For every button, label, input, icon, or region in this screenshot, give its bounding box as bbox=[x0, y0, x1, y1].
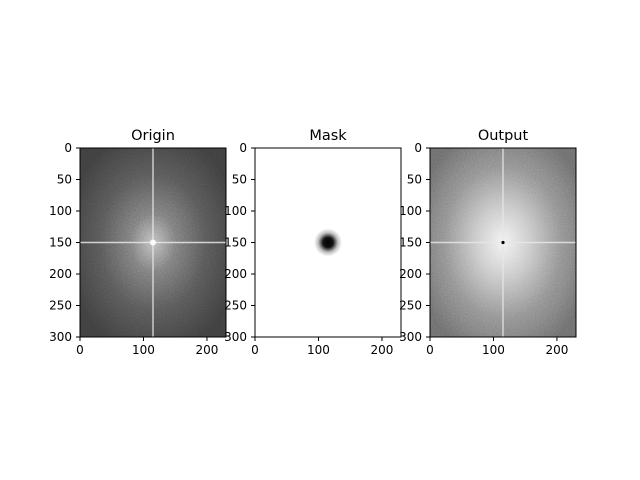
x-tick-label: 0 bbox=[251, 343, 259, 357]
y-tick-label: 200 bbox=[399, 267, 422, 281]
y-tick-label: 0 bbox=[414, 141, 422, 155]
x-tick-label: 100 bbox=[132, 343, 155, 357]
x-tick-label: 200 bbox=[371, 343, 394, 357]
y-tick-label: 300 bbox=[49, 330, 72, 344]
y-tick-label: 200 bbox=[49, 267, 72, 281]
x-tick-label: 200 bbox=[196, 343, 219, 357]
image-fft-spectrum bbox=[430, 148, 576, 337]
panel-output: Output 0 50 100 150 200 250 300 0 100 200 bbox=[399, 128, 577, 357]
y-tick-label: 150 bbox=[399, 236, 422, 250]
y-tick-label: 100 bbox=[49, 204, 72, 218]
y-tick-label: 150 bbox=[49, 236, 72, 250]
y-tick-label: 200 bbox=[224, 267, 247, 281]
y-tick-label: 50 bbox=[57, 173, 72, 187]
y-tick-label: 100 bbox=[399, 204, 422, 218]
panel-title: Mask bbox=[309, 128, 347, 144]
x-tick-label: 0 bbox=[426, 343, 434, 357]
y-tick-label: 50 bbox=[407, 173, 422, 187]
y-tick-label: 250 bbox=[49, 299, 72, 313]
y-tick-label: 150 bbox=[224, 236, 247, 250]
x-tick-label: 200 bbox=[546, 343, 569, 357]
y-tick-label: 300 bbox=[399, 330, 422, 344]
y-tick-label: 0 bbox=[239, 141, 247, 155]
panel-mask: Mask 0 50 100 150 200 250 300 0 100 200 bbox=[224, 128, 402, 357]
panel-title: Origin bbox=[131, 128, 175, 144]
panel-origin: Origin 0 50 100 150 200 250 300 0 100 200 bbox=[49, 128, 227, 357]
y-tick-label: 0 bbox=[64, 141, 72, 155]
y-tick-label: 100 bbox=[224, 204, 247, 218]
panel-title: Output bbox=[478, 128, 529, 144]
y-tick-label: 300 bbox=[224, 330, 247, 344]
y-tick-label: 250 bbox=[399, 299, 422, 313]
x-tick-label: 100 bbox=[307, 343, 330, 357]
image-fft-spectrum bbox=[80, 148, 226, 337]
image-gaussian-notch-mask bbox=[255, 148, 401, 337]
x-tick-label: 0 bbox=[76, 343, 84, 357]
y-tick-label: 50 bbox=[232, 173, 247, 187]
x-tick-label: 100 bbox=[482, 343, 505, 357]
y-tick-label: 250 bbox=[224, 299, 247, 313]
